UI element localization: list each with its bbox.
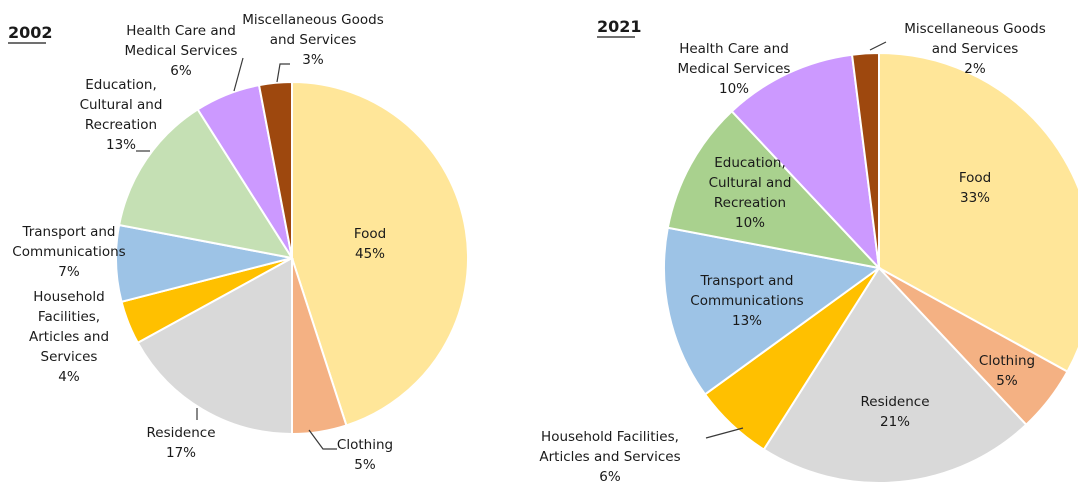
slice-label-miscellaneous-goods-and-services: Miscellaneous Goods and Services 3%: [242, 12, 384, 68]
slice-label-miscellaneous-goods-and-services: Miscellaneous Goods and Services 2%: [904, 21, 1046, 77]
slice-label-health-care-and-medical-services: Health Care and Medical Services 6%: [125, 23, 238, 79]
slice-label-education-cultural-and-recreation: Education, Cultural and Recreation 13%: [80, 77, 163, 153]
slice-label-residence: Residence 21%: [860, 394, 929, 430]
slice-label-education-cultural-and-recreation: Education, Cultural and Recreation 10%: [709, 155, 792, 231]
pie-slice-food: [878, 51, 1078, 373]
pie-slice-residence: [136, 256, 293, 436]
leader-line-clothing: [308, 429, 337, 450]
pie-slice-transport-and-communications: [663, 226, 882, 396]
leader-line-household-facilities-articles-and-services: [705, 427, 744, 439]
slice-label-household-facilities-articles-and-services: Household Facilities, Articles and Services…: [29, 289, 109, 385]
slice-label-food: Food 33%: [959, 170, 991, 206]
pie-slice-education-cultural-and-recreation: [117, 108, 295, 260]
slice-label-transport-and-communications: Transport and Communications 7%: [12, 224, 125, 280]
chart-title-2021: 2021: [597, 17, 642, 36]
slice-label-clothing: Clothing 5%: [979, 353, 1035, 389]
slice-label-clothing: Clothing 5%: [337, 437, 393, 473]
slice-label-food: Food 45%: [354, 226, 386, 262]
leader-line-miscellaneous-goods-and-services: [276, 63, 290, 83]
pie-slice-miscellaneous-goods-and-services: [257, 80, 293, 259]
pie-chart-2021: 2021 Food 33% Clothing 5% Residence 21% Househ…: [539, 17, 1078, 485]
chart-title-2002: 2002: [8, 23, 53, 42]
pie-slice-food: [291, 80, 469, 427]
slice-label-household-facilities-articles-and-services: Household Facilities, Articles and Servic…: [539, 429, 680, 485]
leader-line-miscellaneous-goods-and-services: [869, 41, 887, 51]
slice-label-residence: Residence 17%: [146, 425, 215, 461]
pie-slice-residence: [762, 266, 1028, 484]
pie-slice-education-cultural-and-recreation: [666, 109, 882, 270]
pie-slice-miscellaneous-goods-and-services: [850, 51, 880, 269]
pie-chart-2002: 2002 Food 45% Clothing 5% Residence 17% Househ…: [8, 12, 469, 473]
slice-label-transport-and-communications: Transport and Communications 13%: [690, 273, 803, 329]
pie-slice-health-care-and-medical-services: [730, 53, 881, 271]
leader-line-health-care-and-medical-services: [233, 57, 244, 92]
slice-label-health-care-and-medical-services: Health Care and Medical Services 10%: [678, 41, 791, 97]
